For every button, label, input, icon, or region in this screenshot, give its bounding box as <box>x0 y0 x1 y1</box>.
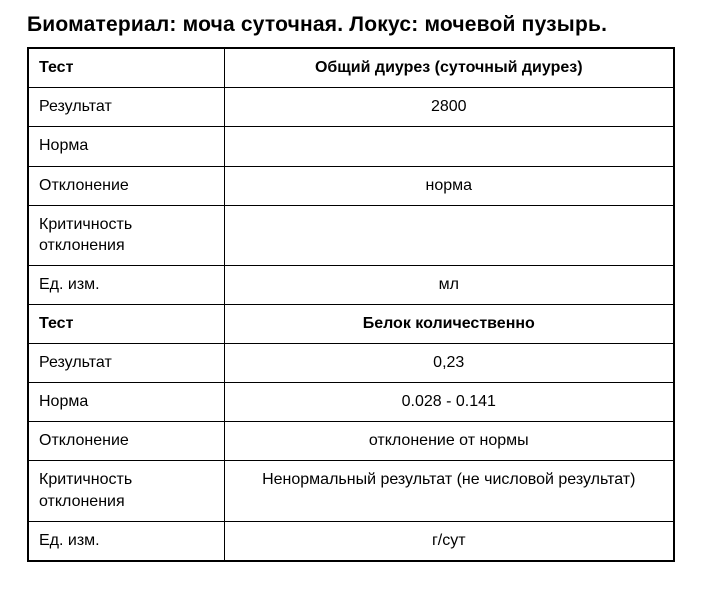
row-label: Норма <box>27 126 225 167</box>
row-value: г/сут <box>223 520 675 562</box>
page-title: Биоматериал: моча суточная. Локус: мочев… <box>27 13 608 36</box>
row-label: Норма <box>27 382 225 423</box>
table-row-units: Ед. изм. г/сут <box>27 520 675 562</box>
row-label: Ед. изм. <box>27 520 225 562</box>
row-value: норма <box>223 165 675 206</box>
row-value: 0,23 <box>223 343 675 384</box>
row-value: Общий диурез (суточный диурез) <box>223 47 675 89</box>
row-value: Белок количественно <box>223 304 675 345</box>
row-value: Ненормальный результат (не числовой резу… <box>223 460 675 522</box>
row-value: 0.028 - 0.141 <box>223 382 675 423</box>
table-row-deviation: Отклонение отклонение от нормы <box>27 421 675 462</box>
row-label: Отклонение <box>27 165 225 206</box>
row-label: Тест <box>27 304 225 345</box>
row-value <box>223 126 675 167</box>
row-value: отклонение от нормы <box>223 421 675 462</box>
lab-results-table: Тест Общий диурез (суточный диурез) Резу… <box>27 47 675 562</box>
row-label: Отклонение <box>27 421 225 462</box>
table-row-units: Ед. изм. мл <box>27 264 675 306</box>
table-row-result: Результат 2800 <box>27 87 675 128</box>
row-label: Тест <box>27 47 225 89</box>
table-row-test-header: Тест Белок количественно <box>27 304 675 345</box>
row-value: мл <box>223 264 675 306</box>
row-value: 2800 <box>223 87 675 128</box>
table-row-deviation: Отклонение норма <box>27 165 675 206</box>
row-label: Результат <box>27 87 225 128</box>
table-row-norm: Норма 0.028 - 0.141 <box>27 382 675 423</box>
table-row-criticality: Критичность отклонения <box>27 204 675 266</box>
table-row-criticality: Критичность отклонения Ненормальный резу… <box>27 460 675 522</box>
table-row-test-header: Тест Общий диурез (суточный диурез) <box>27 47 675 89</box>
table-row-result: Результат 0,23 <box>27 343 675 384</box>
row-label: Ед. изм. <box>27 264 225 306</box>
row-label: Критичность отклонения <box>27 460 225 522</box>
row-value <box>223 204 675 266</box>
row-label: Критичность отклонения <box>27 204 225 266</box>
row-label: Результат <box>27 343 225 384</box>
table-row-norm: Норма <box>27 126 675 167</box>
